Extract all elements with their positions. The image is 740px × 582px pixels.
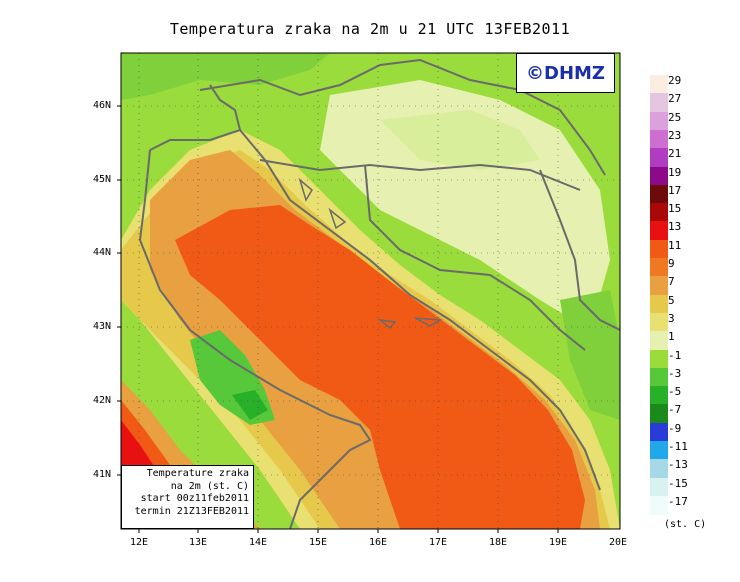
legend-swatch [650,203,668,223]
country-border-3 [364,164,586,351]
legend-label: 11 [668,238,682,252]
legend-label: 7 [668,275,675,289]
legend-label: 29 [668,74,682,87]
legend-label: -1 [668,348,682,362]
dhmz-watermark: ©DHMZ [516,53,615,93]
lon-label-20e: 20E [609,537,628,548]
legend-swatch [650,129,668,149]
pale-interior-area [320,80,610,330]
sea-warm-area [175,205,585,529]
legend-swatch [650,404,668,424]
legend-label: 25 [668,110,682,124]
lon-label-13e: 13E [189,537,208,548]
coastline [149,128,601,491]
lon-label-17e: 17E [429,537,448,548]
legend-label: 13 [668,220,682,234]
lon-label-15e: 15E [309,537,328,548]
island-1 [298,177,313,202]
island-2 [328,207,347,230]
lat-label-42n: 42N [93,395,112,406]
info-line-4: termin 21Z13FEB2011 [134,505,249,517]
island-4 [414,317,443,327]
info-line-2: na 2m (st. C) [170,480,249,492]
legend-swatch [650,459,668,479]
legend-swatch [650,294,668,314]
lat-label-45n: 45N [93,174,112,185]
info-line-1: Temperature zraka [146,468,249,479]
legend-unit: (st. C) [664,519,707,530]
country-border-2 [259,159,581,191]
pale-north-area [380,110,540,170]
legend-swatch [650,495,668,515]
legend-swatch [650,184,668,204]
legend-swatch [650,312,668,332]
legend-swatch [650,477,668,497]
legend-swatch [650,441,668,460]
legend-swatch [650,221,668,241]
country-border-4 [539,169,620,331]
info-box: Temperature zraka na 2m (st. C) start 00… [121,465,254,529]
legend-label: -9 [668,421,682,435]
lat-label-46n: 46N [93,100,112,111]
country-border-5 [209,84,241,131]
lat-label-43n: 43N [93,321,112,332]
info-line-3: start 00z11feb2011 [140,493,249,504]
legend-swatch [650,367,668,387]
country-border-1 [199,58,606,176]
legend-label: 15 [668,202,682,216]
lon-label-19e: 19E [549,537,568,548]
legend-swatch [650,386,668,406]
legend-label: 3 [668,311,675,325]
legend-label: 1 [668,330,675,344]
legend-label: -17 [668,494,688,508]
legend-swatch [650,258,668,277]
legend-label: 9 [668,257,675,270]
lon-label-16e: 16E [369,537,388,548]
legend-swatch [650,276,668,296]
legend-swatch [650,349,668,369]
legend-label: 5 [668,293,675,307]
lat-label-44n: 44N [93,247,112,258]
green-patch-northwest [121,53,330,100]
legend-label: -15 [668,476,688,490]
italy-coastline [138,149,372,529]
map-frame [120,52,621,530]
legend-swatch [650,239,668,259]
legend-label: -7 [668,403,682,417]
legend-swatch [650,331,668,351]
lat-label-41n: 41N [93,469,112,480]
legend-label: 21 [668,147,682,161]
lon-label-14e: 14E [249,537,268,548]
legend-label: -13 [668,458,688,472]
legend-swatch [650,422,668,442]
legend-label: 19 [668,165,682,179]
legend-swatch [650,93,668,113]
island-3 [377,318,397,330]
italy-darkgreen-patch [232,390,268,420]
legend-swatch [650,166,668,186]
legend-swatch [650,111,668,131]
legend-swatch [650,75,668,94]
lat-lon-grid [121,53,620,529]
legend-label: 23 [668,128,682,142]
legend-label: -3 [668,366,682,380]
lon-label-12e: 12E [130,537,149,548]
legend-label: -5 [668,385,682,399]
map-title: Temperatura zraka na 2m u 21 UTC 13FEB20… [169,20,571,38]
lon-label-18e: 18E [489,537,508,548]
axis-ticks [117,105,559,533]
legend-label: 27 [668,92,682,106]
legend-label: 17 [668,183,682,197]
legend-swatch [650,148,668,168]
legend-label: -11 [668,440,688,453]
